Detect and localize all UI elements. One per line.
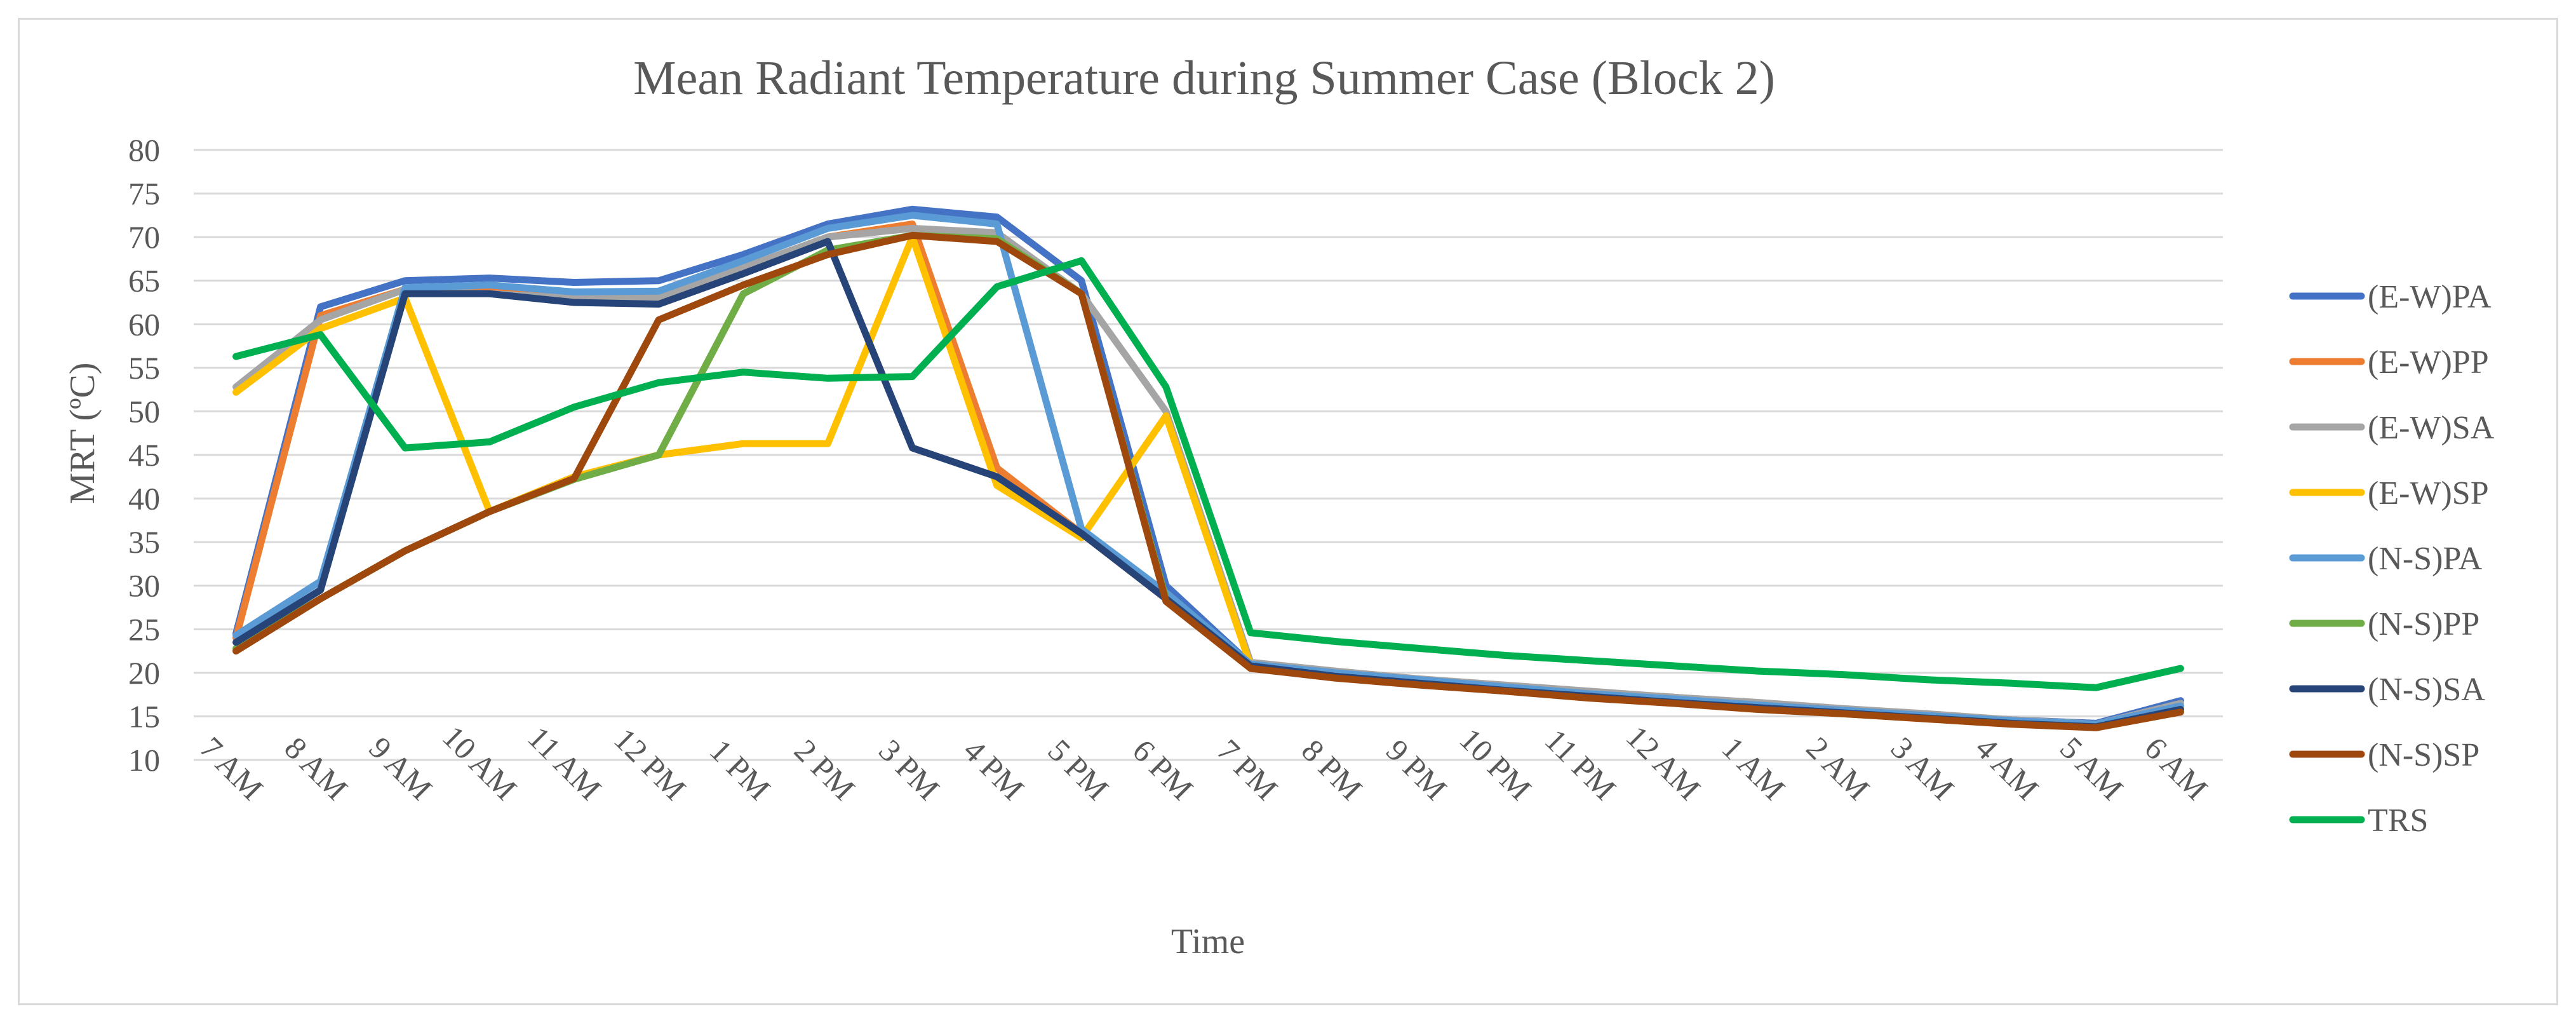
y-tick-label: 15 xyxy=(128,698,160,734)
y-tick-label: 80 xyxy=(128,132,160,168)
series-line-6 xyxy=(232,238,2184,731)
x-tick-label: 9 AM xyxy=(362,730,439,807)
series-line-5 xyxy=(232,231,2184,731)
y-axis-title: MRT (ºC) xyxy=(63,363,102,505)
y-tick-label: 30 xyxy=(128,568,160,604)
x-tick-label: 4 AM xyxy=(1969,730,2046,807)
x-tick-label: 6 PM xyxy=(1126,733,1200,807)
x-tick-label: 11 PM xyxy=(1538,722,1623,807)
x-tick-label: 12 PM xyxy=(607,721,693,807)
x-tick-label: 2 PM xyxy=(788,733,862,807)
x-tick-label: 8 AM xyxy=(278,730,354,807)
legend-item: (N-S)SA xyxy=(2289,672,2485,708)
chart-frame xyxy=(18,18,2558,1005)
x-tick-label: 4 PM xyxy=(956,733,1031,807)
y-tick-label: 50 xyxy=(128,393,160,429)
y-tick-label: 20 xyxy=(128,655,160,691)
x-tick-label: 7 AM xyxy=(193,730,270,807)
gridlines xyxy=(194,149,2223,761)
legend-label: (N-S)PA xyxy=(2368,541,2483,577)
series-line-3 xyxy=(232,233,2184,731)
legend-item: (N-S)SP xyxy=(2289,737,2479,773)
legend-item: (E-W)SA xyxy=(2289,410,2495,446)
series-line-7 xyxy=(232,231,2184,731)
legend-item: (N-S)PP xyxy=(2289,606,2479,642)
y-tick-label: 65 xyxy=(128,263,160,299)
legend-item: (E-W)SP xyxy=(2289,475,2489,512)
y-tick-label: 35 xyxy=(128,524,160,560)
series-lines xyxy=(232,205,2184,731)
x-tick-label: 3 AM xyxy=(1884,730,1961,807)
x-tick-label: 7 PM xyxy=(1211,733,1285,807)
x-tick-label: 5 PM xyxy=(1041,733,1115,807)
x-tick-label: 8 PM xyxy=(1295,733,1369,807)
legend-label: (E-W)SA xyxy=(2368,410,2495,446)
legend-label: TRS xyxy=(2368,803,2428,839)
legend-label: (E-W)PP xyxy=(2368,344,2489,381)
x-tick-label: 10 PM xyxy=(1452,721,1538,807)
x-tick-label: 5 AM xyxy=(2053,730,2130,807)
legend-label: (N-S)SA xyxy=(2368,672,2485,708)
y-tick-label: 25 xyxy=(128,611,160,647)
series-line-2 xyxy=(232,224,2184,728)
x-tick-label: 3 PM xyxy=(872,733,946,807)
x-tick-label: 1 PM xyxy=(703,733,777,807)
x-tick-label: 11 AM xyxy=(521,719,608,806)
y-tick-label: 70 xyxy=(128,219,160,255)
x-tick-label: 2 AM xyxy=(1800,730,1877,807)
legend-item: (N-S)PA xyxy=(2289,541,2483,577)
y-tick-label: 45 xyxy=(128,437,160,473)
y-tick-label: 75 xyxy=(128,176,160,212)
y-tick-label: 40 xyxy=(128,481,160,517)
legend-item: (E-W)PA xyxy=(2289,279,2492,315)
legend-label: (E-W)SP xyxy=(2368,475,2489,512)
y-tick-label: 10 xyxy=(128,742,160,778)
x-axis-title: Time xyxy=(1171,922,1245,961)
y-axis-ticks: 10 15 20 25 30 35 40 45 50 55 60 65 70 75 80 xyxy=(128,132,160,778)
y-tick-label: 60 xyxy=(128,306,160,342)
legend-item: TRS xyxy=(2289,803,2428,839)
x-tick-label: 6 AM xyxy=(2138,730,2215,807)
chart-title: Mean Radiant Temperature during Summer C… xyxy=(633,51,1775,105)
legend-label: (N-S)SP xyxy=(2368,737,2479,773)
legend-label: (E-W)PA xyxy=(2368,279,2492,315)
x-tick-label: 1 AM xyxy=(1715,730,1792,807)
x-tick-label: 12 AM xyxy=(1620,719,1708,807)
legend-label: (N-S)PP xyxy=(2368,606,2479,642)
x-tick-label: 10 AM xyxy=(436,719,524,807)
legend: (E-W)PA (E-W)PP (E-W)SA (E-W)SP (N-S)PA (N-S)… xyxy=(2289,279,2495,839)
series-line-8 xyxy=(232,257,2184,691)
legend-item: (E-W)PP xyxy=(2289,344,2489,381)
x-tick-label: 9 PM xyxy=(1379,733,1454,807)
y-tick-label: 55 xyxy=(128,350,160,386)
